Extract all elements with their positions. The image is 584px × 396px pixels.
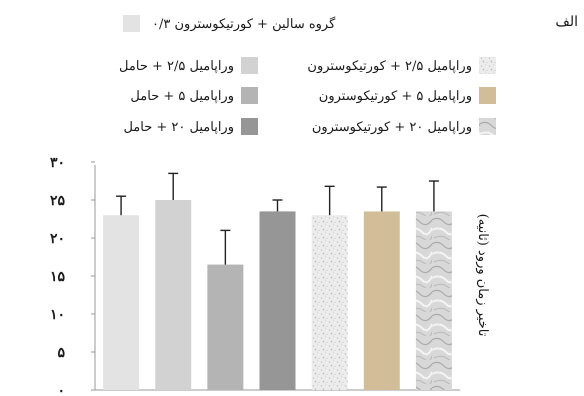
y-ticks: ۰ ۵ ۱۰ ۱۵ ۲۰ ۲۵ ۳۰ xyxy=(50,155,95,396)
legend-swatch xyxy=(241,87,258,104)
bar xyxy=(207,264,244,390)
y-tick-label: ۲۵ xyxy=(50,193,66,209)
plot-area: ۰ ۵ ۱۰ ۱۵ ۲۰ ۲۵ ۳۰ xyxy=(50,155,460,396)
legend-entry: گروه سالین + کورتیکوسترون ۰/۳ xyxy=(152,16,336,32)
legend-swatch xyxy=(123,15,140,32)
y-tick-label: ۱۰ xyxy=(50,307,65,323)
legend-swatch xyxy=(479,118,496,135)
y-tick-label: ۰ xyxy=(57,383,65,396)
legend-entry: وراپامیل ۵ + کورتیکوسترون xyxy=(319,89,472,104)
bar xyxy=(363,211,400,390)
y-axis-label: تاخیر زمان ورود (ثانیه) xyxy=(475,214,490,337)
legend-entry: وراپامیل ۲/۵ + حامل xyxy=(119,59,234,74)
y-tick-label: ۵ xyxy=(57,345,65,361)
bar xyxy=(259,211,296,390)
y-tick-label: ۱۵ xyxy=(50,269,66,285)
bar xyxy=(311,215,348,390)
panel-label: الف xyxy=(555,14,578,30)
legend-entry: وراپامیل ۲۰ + حامل xyxy=(123,120,234,135)
bars xyxy=(103,172,452,390)
y-tick-label: ۲۰ xyxy=(50,231,65,247)
bar xyxy=(415,211,452,390)
legend-swatch xyxy=(479,87,496,104)
legend-entry: وراپامیل ۲۰ + کورتیکوسترون xyxy=(312,120,472,135)
y-tick-label: ۳۰ xyxy=(50,155,65,171)
legend-entry: وراپامیل ۵ + حامل xyxy=(130,89,234,104)
legend-swatch xyxy=(479,57,496,74)
legend: گروه سالین + کورتیکوسترون ۰/۳ وراپامیل ۲/… xyxy=(119,15,496,135)
legend-entry: وراپامیل ۲/۵ + کورتیکوسترون xyxy=(307,59,472,74)
legend-swatch xyxy=(241,118,258,135)
bar xyxy=(103,215,140,390)
legend-swatch xyxy=(241,57,258,74)
bar xyxy=(155,200,192,390)
